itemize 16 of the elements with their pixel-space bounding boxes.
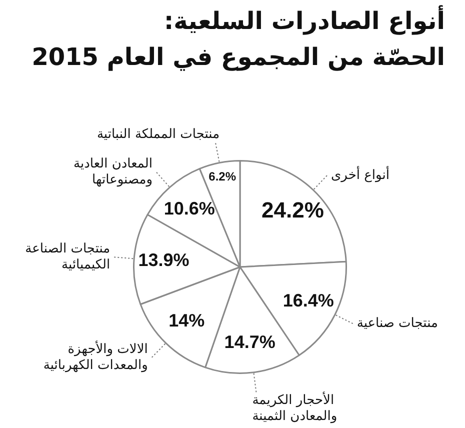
data-label: 6.2% (208, 170, 236, 184)
slice-label: المعادن العادية ومصنوعاتها (74, 156, 153, 188)
data-label: 24.2% (262, 198, 324, 223)
data-label: 14.7% (224, 332, 276, 352)
slice-label: منتجات صناعية (356, 316, 438, 331)
data-label: 13.9% (138, 250, 190, 270)
slice-label: منتجات المملكة النباتية (96, 127, 220, 142)
chart-title: أنواع الصادرات السلعية: (164, 6, 445, 36)
data-label: 10.6% (164, 198, 215, 219)
data-label: 16.4% (282, 290, 334, 310)
chart-subtitle: الحصّة من المجموع في العام 2015 (32, 42, 445, 72)
slice-label: منتجات الصناعة الكيميائية (25, 241, 110, 272)
data-label: 14% (168, 310, 205, 331)
slice-label: الالات والأجهزة والمعدات الكهربائية (43, 340, 148, 373)
slice-label: الأحجار الكريمة والمعادن الثمينة (252, 391, 338, 424)
slice-label: أنواع أخرى (331, 166, 390, 183)
